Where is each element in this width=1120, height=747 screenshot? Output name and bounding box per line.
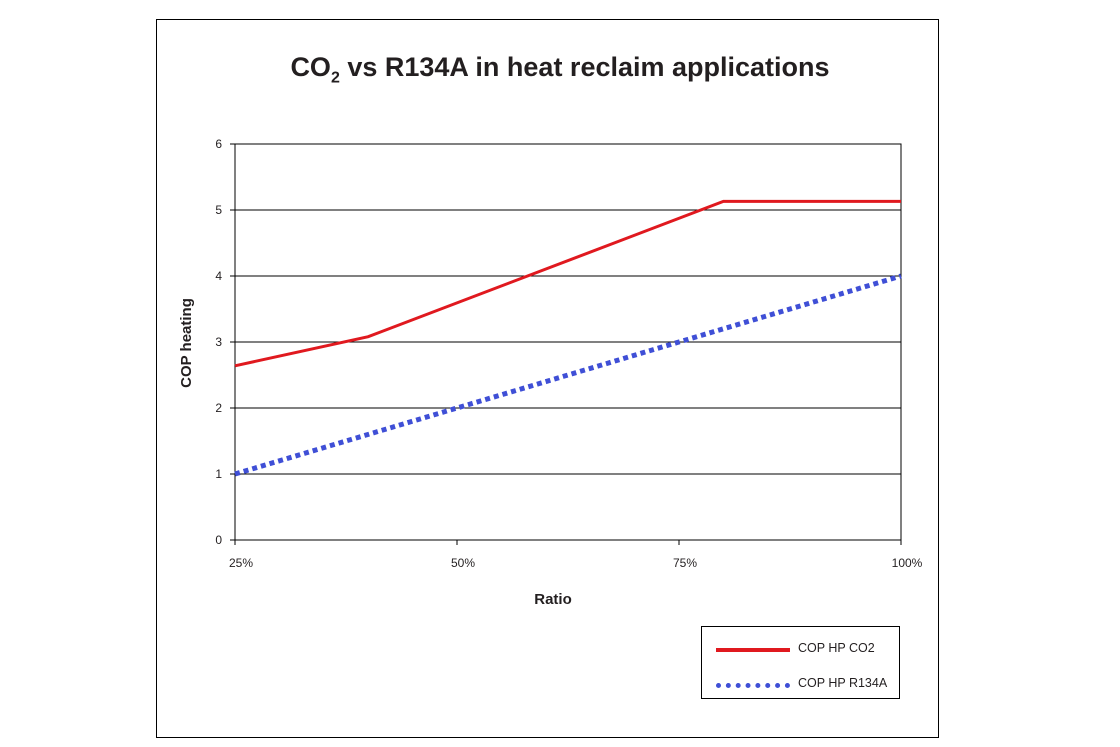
y-axis-ticks: 0 1 2 3 4 5 6 (215, 137, 235, 547)
chart-title: CO2 vs R134A in heat reclaim application… (0, 52, 1120, 87)
x-axis-title: Ratio (534, 591, 572, 608)
y-axis-title: COP heating (178, 298, 195, 388)
y-tick-label-5: 5 (215, 203, 222, 217)
legend-item-co2: COP HP CO2 (716, 639, 896, 659)
gridlines (235, 143, 901, 541)
y-tick-label-2: 2 (215, 401, 222, 415)
series-line-1 (234, 273, 902, 477)
legend-swatch-co2 (716, 648, 790, 652)
legend-label-r134a: COP HP R134A (798, 676, 888, 690)
y-tick-label-3: 3 (215, 335, 222, 349)
y-tick-label-0: 0 (215, 533, 222, 547)
chart-title-main: CO (290, 52, 331, 82)
x-axis-ticks: 25% 50% 75% 100% (229, 540, 923, 570)
legend-swatch-r134a (716, 683, 790, 688)
chart-title-subscript: 2 (330, 69, 340, 87)
series-line-0 (234, 199, 901, 368)
y-tick-label-6: 6 (215, 137, 222, 151)
y-tick-label-1: 1 (215, 467, 222, 481)
series-lines (234, 199, 902, 477)
x-tick-label-0: 25% (229, 556, 253, 570)
legend-label-co2: COP HP CO2 (798, 641, 875, 655)
legend: COP HP CO2 COP HP R134A (701, 626, 900, 699)
x-tick-label-2: 75% (673, 556, 697, 570)
x-tick-label-1: 50% (451, 556, 475, 570)
chart-title-rest: vs R134A in heat reclaim applications (339, 52, 830, 82)
y-tick-label-4: 4 (215, 269, 222, 283)
x-tick-label-3: 100% (892, 556, 923, 570)
legend-item-r134a: COP HP R134A (716, 674, 896, 694)
